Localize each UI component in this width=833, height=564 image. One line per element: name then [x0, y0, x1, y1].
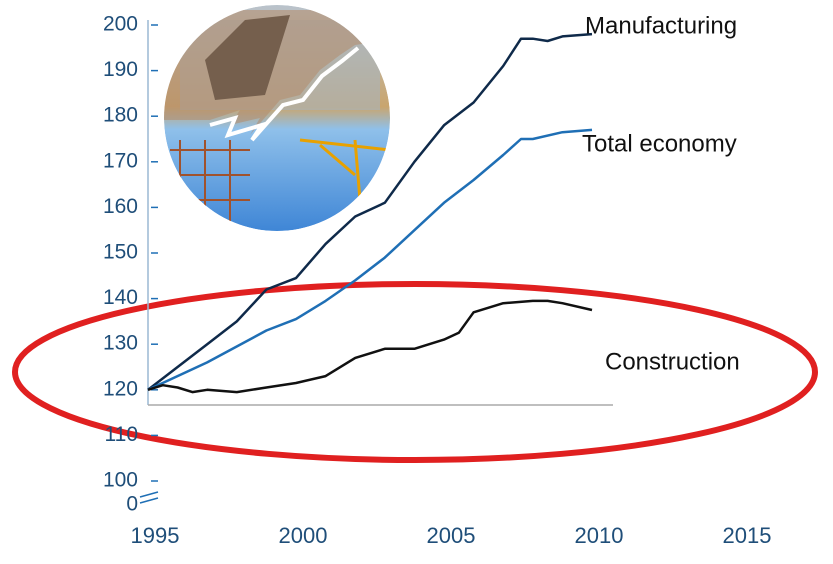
- series-label: Construction: [605, 348, 740, 375]
- y-tick-label: 0: [126, 493, 138, 516]
- series-line: [147, 32, 593, 391]
- y-tick-label: 100: [103, 469, 138, 492]
- photo: [164, 5, 390, 231]
- y-tick-label: 150: [103, 241, 138, 264]
- x-tick-label: 2010: [575, 523, 624, 548]
- axis-break: [139, 491, 159, 504]
- x-tick-label: 2000: [279, 523, 328, 548]
- series-label: Total economy: [582, 130, 737, 157]
- x-tick-label: 1995: [131, 523, 180, 548]
- x-tick-label: 2015: [723, 523, 772, 548]
- y-tick-label: 110: [105, 423, 138, 446]
- y-tick-label: 200: [103, 13, 138, 36]
- y-tick-label: 140: [103, 286, 138, 309]
- y-tick-label: 160: [103, 195, 138, 218]
- y-tick-label: 130: [103, 332, 138, 355]
- x-tick-label: 2005: [427, 523, 476, 548]
- y-tick-label: 180: [103, 104, 138, 127]
- highlight-ellipse: [12, 281, 818, 463]
- series-line: [147, 299, 593, 394]
- y-tick-label: 170: [103, 149, 138, 172]
- y-tick-label: 120: [103, 377, 138, 400]
- y-tick-label: 190: [103, 58, 138, 81]
- series-line: [147, 128, 593, 391]
- series-label: Manufacturing: [585, 12, 737, 39]
